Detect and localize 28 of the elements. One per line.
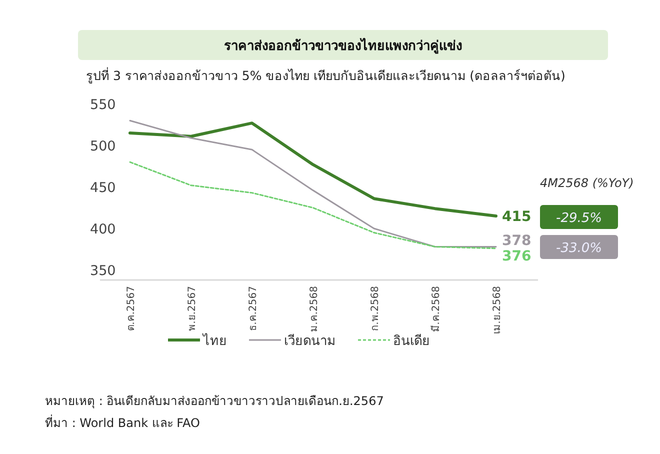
y-tick-label: 450 — [90, 180, 116, 196]
x-tick-label: ก.พ.2568 — [370, 286, 381, 331]
text: หมายเหตุ : อินเดียกลับมาส่งออกข้าวขาวราวปลายเดือนก.ย.2567 — [45, 394, 384, 409]
x-tick-label: มี.ค.2568 — [430, 286, 442, 332]
x-tick-label: ธ.ค.2567 — [248, 286, 259, 331]
text: ที่มา : World Bank และ FAO — [45, 414, 200, 430]
x-tick-label: ต.ค.2567 — [126, 286, 137, 331]
x-tick-label: พ.ย.2567 — [187, 286, 198, 331]
line-series — [128, 122, 498, 218]
line-series — [129, 120, 497, 248]
data-label: 378 — [502, 232, 532, 249]
text: 4M2568 (%YoY) — [540, 176, 634, 190]
y-tick-label: 550 — [90, 97, 116, 113]
text: -29.5% — [556, 211, 602, 226]
y-tick-label: 400 — [90, 222, 116, 238]
legend-label: อินเดีย — [393, 333, 430, 349]
data-label: 415 — [502, 209, 532, 226]
x-tick-label: เม.ย.2568 — [492, 286, 503, 334]
y-tick-label: 350 — [90, 263, 116, 279]
line-series — [129, 161, 497, 250]
x-tick-label: ม.ค.2568 — [309, 286, 320, 332]
legend-label: เวียดนาม — [284, 333, 336, 349]
text: -33.0% — [556, 241, 602, 256]
legend-label: ไทย — [202, 333, 227, 349]
chart-title: ราคาส่งออกข้าวขาวของไทยแพงกว่าคู่แข่ง — [224, 37, 462, 54]
chart-subtitle: รูปที่ 3 ราคาส่งออกข้าวขาว 5% ของไทย เทียบกับอินเดียและเวียดนาม (ดอลลาร์ฯต่อตัน) — [86, 67, 566, 84]
y-tick-label: 500 — [90, 138, 116, 154]
data-label: 376 — [502, 248, 532, 264]
